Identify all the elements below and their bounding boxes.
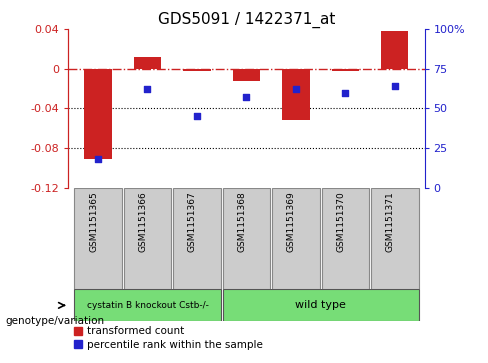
Bar — [322, 188, 369, 290]
Legend: transformed count, percentile rank within the sample: transformed count, percentile rank withi… — [74, 326, 263, 350]
Bar — [371, 188, 419, 290]
Bar — [84, 69, 112, 159]
Point — [143, 86, 151, 92]
Bar — [74, 188, 122, 290]
Text: GSM1151365: GSM1151365 — [89, 191, 98, 252]
Point — [292, 86, 300, 92]
Bar — [272, 188, 320, 290]
Text: genotype/variation: genotype/variation — [5, 316, 104, 326]
Title: GDS5091 / 1422371_at: GDS5091 / 1422371_at — [158, 12, 335, 28]
Point — [243, 94, 250, 100]
Text: GSM1151369: GSM1151369 — [287, 191, 296, 252]
Text: cystatin B knockout Cstb-/-: cystatin B knockout Cstb-/- — [86, 301, 208, 310]
Bar — [124, 188, 171, 290]
Point — [193, 114, 201, 119]
Bar — [173, 188, 221, 290]
Bar — [74, 290, 221, 321]
Point — [94, 156, 102, 162]
Text: GSM1151367: GSM1151367 — [188, 191, 197, 252]
Point — [391, 83, 399, 89]
Bar — [183, 69, 210, 71]
Text: GSM1151366: GSM1151366 — [139, 191, 147, 252]
Point — [342, 90, 349, 95]
Bar — [134, 57, 161, 69]
Bar — [223, 188, 270, 290]
Text: wild type: wild type — [295, 300, 346, 310]
Text: GSM1151368: GSM1151368 — [238, 191, 246, 252]
Bar — [223, 290, 419, 321]
Bar — [283, 69, 309, 121]
Bar — [233, 69, 260, 81]
Text: GSM1151370: GSM1151370 — [336, 191, 346, 252]
Text: GSM1151371: GSM1151371 — [386, 191, 395, 252]
Bar — [381, 31, 408, 69]
Bar — [332, 69, 359, 71]
